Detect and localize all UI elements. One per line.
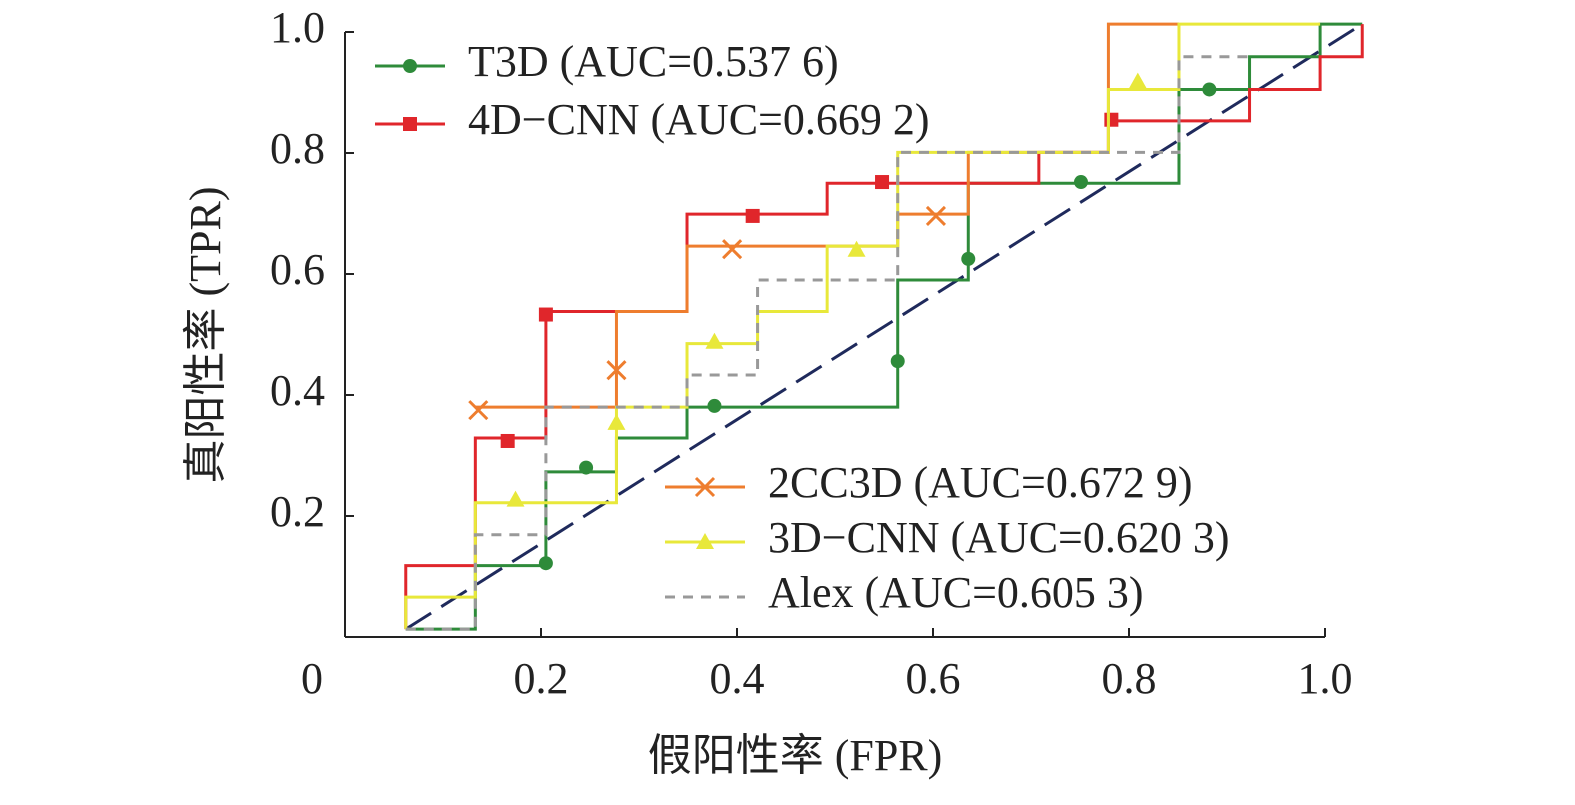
x-tick-label: 0.6	[906, 654, 961, 703]
x-tick-label: 0	[301, 654, 323, 703]
legend-label: 4D−CNN (AUC=0.669 2)	[468, 95, 930, 144]
marker	[707, 398, 722, 413]
y-tick-label: 0.4	[270, 366, 325, 415]
legend-marker	[403, 59, 417, 73]
y-tick-label: 1.0	[270, 3, 325, 52]
marker	[961, 251, 976, 266]
series-line	[404, 24, 1364, 630]
marker	[890, 354, 905, 369]
marker	[875, 175, 890, 190]
marker	[468, 400, 489, 421]
marker	[745, 208, 760, 223]
legend-label: Alex (AUC=0.605 3)	[768, 568, 1144, 617]
x-tick-label: 0.2	[514, 654, 569, 703]
y-axis-label: 真阳性率 (TPR)	[181, 187, 230, 484]
marker	[500, 433, 515, 448]
y-tick-label: 0.2	[270, 487, 325, 536]
marker	[1128, 72, 1147, 89]
marker	[579, 460, 594, 475]
marker	[1073, 175, 1088, 190]
legend-marker	[696, 533, 714, 549]
marker	[538, 307, 553, 322]
marker	[606, 360, 627, 381]
legend-label: 2CC3D (AUC=0.672 9)	[768, 458, 1193, 507]
marker	[1202, 82, 1217, 97]
reference-line	[404, 22, 1364, 631]
marker	[847, 240, 866, 257]
x-axis-label: 假阳性率 (FPR)	[648, 731, 943, 780]
marker	[925, 205, 947, 226]
marker	[1104, 112, 1119, 127]
marker	[722, 239, 743, 260]
x-tick-label: 1.0	[1298, 654, 1353, 703]
legend-label: 3D−CNN (AUC=0.620 3)	[768, 513, 1230, 562]
marker	[607, 413, 626, 430]
marker	[506, 490, 525, 507]
marker	[538, 556, 553, 571]
legend-marker	[694, 476, 716, 498]
x-tick-label: 0.4	[710, 654, 765, 703]
legend-marker	[403, 117, 417, 131]
x-tick-label: 0.8	[1102, 654, 1157, 703]
marker	[705, 332, 724, 349]
y-tick-label: 0.8	[270, 124, 325, 173]
series-line	[405, 22, 1363, 631]
y-tick-label: 0.6	[270, 245, 325, 294]
legend-label: T3D (AUC=0.537 6)	[468, 37, 839, 86]
